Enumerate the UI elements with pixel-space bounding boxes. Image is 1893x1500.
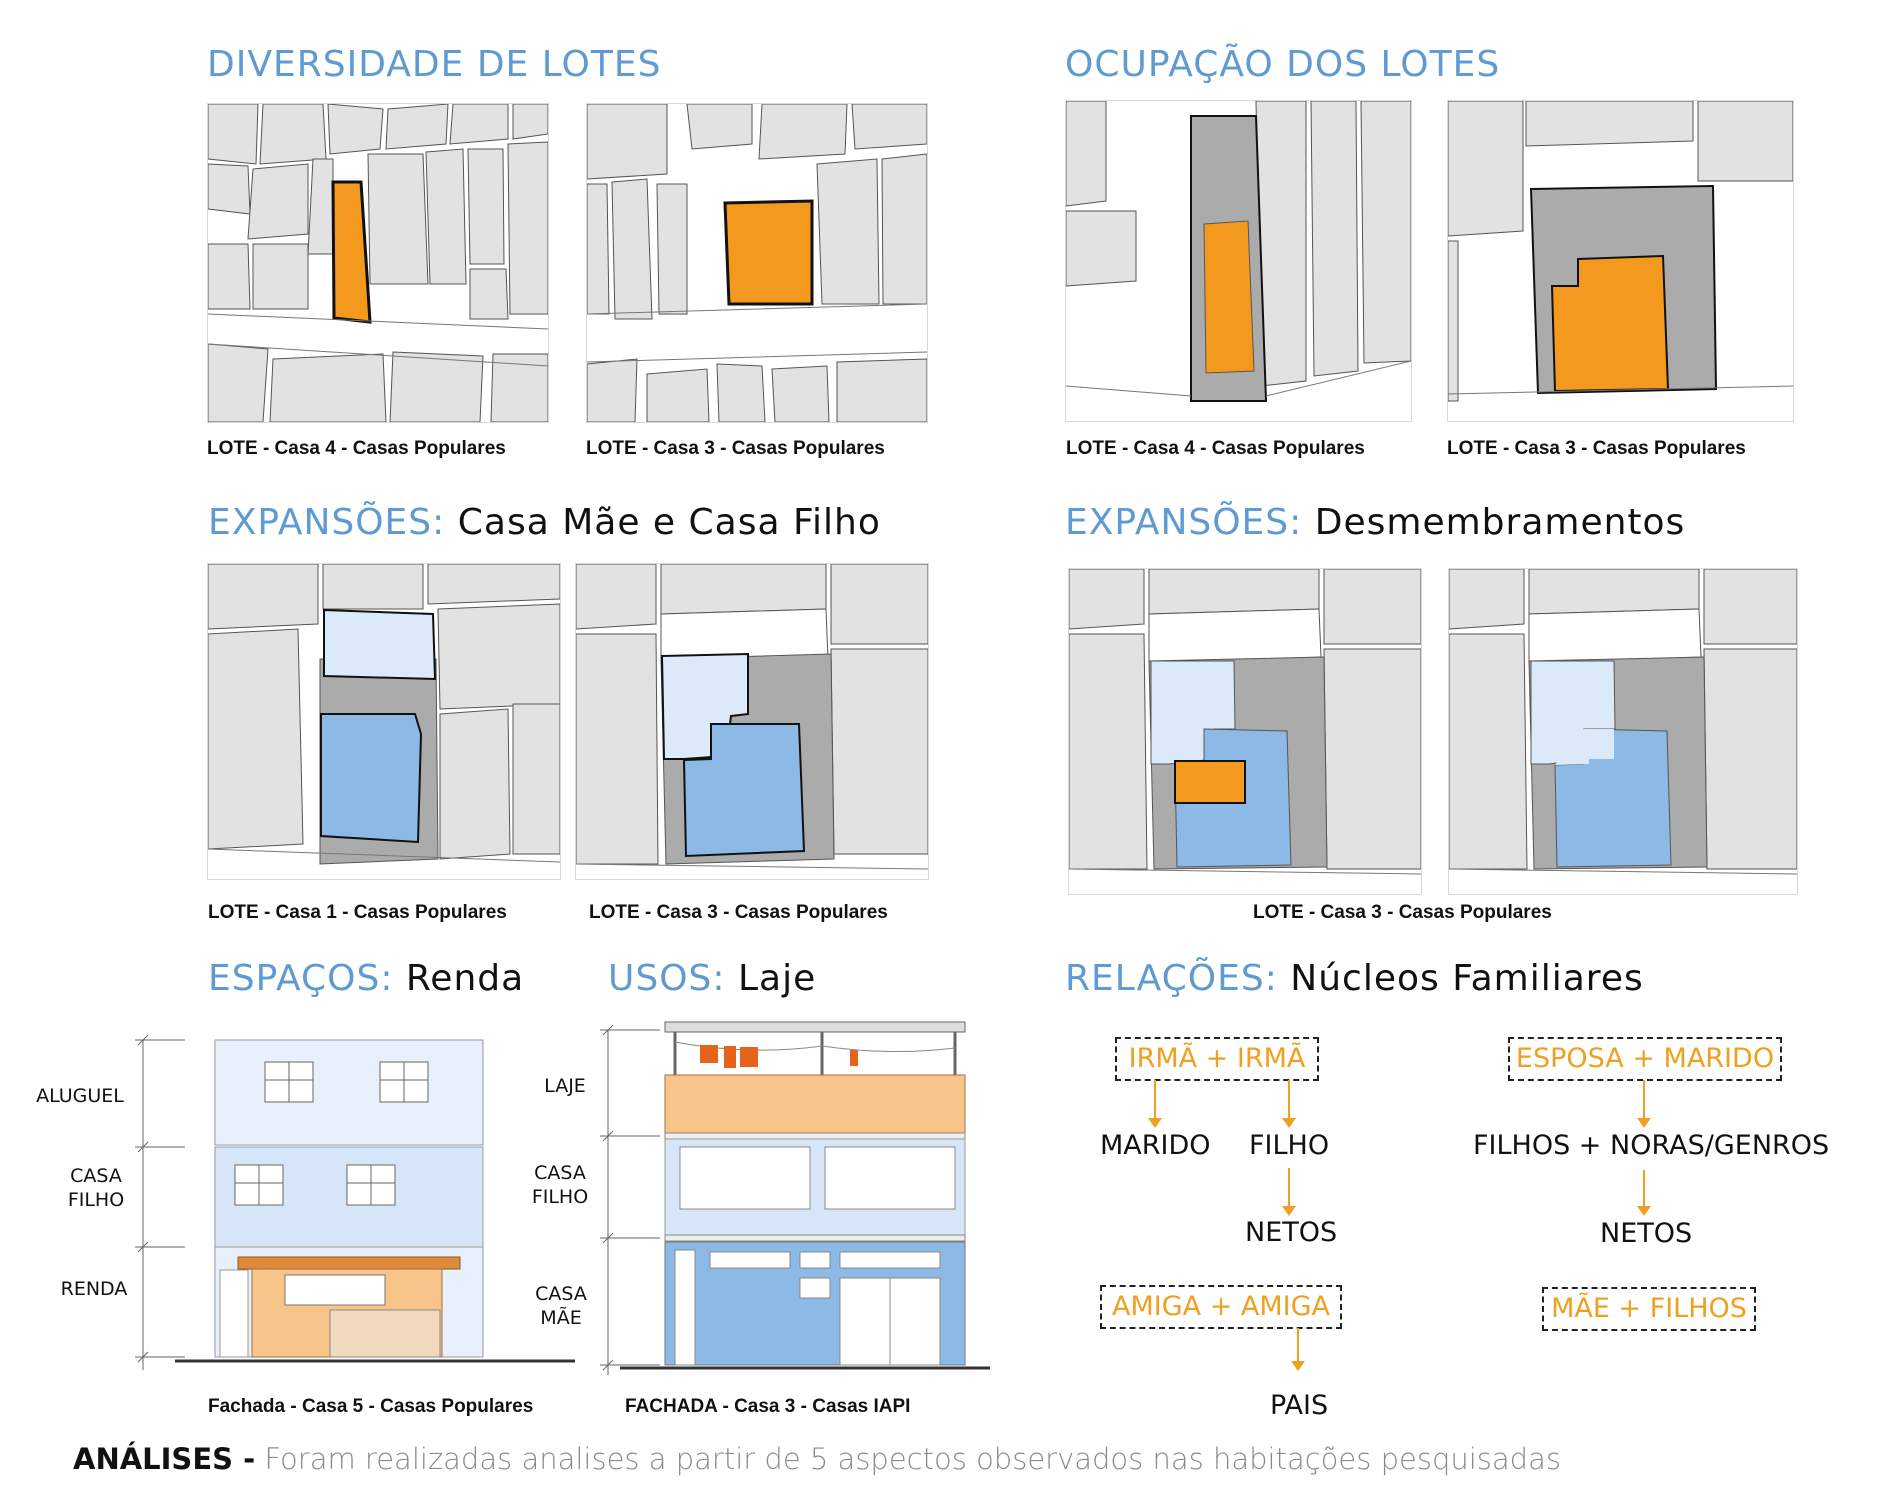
title-relacoes: RELAÇÕES: Núcleos Familiares [1065, 958, 1644, 999]
label-laje: LAJE [544, 1075, 586, 1097]
box-esposa-marido: ESPOSA + MARIDO [1508, 1037, 1782, 1081]
title-espacos: ESPAÇOS: Renda [208, 958, 525, 999]
caption-desmembramentos: LOTE - Casa 3 - Casas Populares [1253, 902, 1552, 923]
footer-analises: ANÁLISES - Foram realizadas analises a p… [73, 1442, 1561, 1476]
box-irma-irma: IRMÃ + IRMÃ [1115, 1037, 1319, 1081]
arrow-amiga-pais [1291, 1328, 1305, 1371]
text-marido: MARIDO [1100, 1130, 1211, 1161]
caption-div-1: LOTE - Casa 4 - Casas Populares [207, 438, 506, 459]
caption-div-2: LOTE - Casa 3 - Casas Populares [586, 438, 885, 459]
facade-renda [135, 1034, 585, 1375]
map-diversidade-casa-4 [207, 103, 549, 423]
arrow-esposa-filhos [1637, 1080, 1651, 1128]
map-expansoes-casa-3 [575, 563, 929, 880]
label-casa-mae-1: CASA [535, 1283, 587, 1305]
box-amiga-amiga: AMIGA + AMIGA [1100, 1285, 1342, 1329]
map-expansoes-casa-1 [207, 563, 561, 880]
arrow-irma-filho [1282, 1080, 1296, 1128]
box-mae-filhos: MÃE + FILHOS [1542, 1287, 1756, 1331]
caption-mae-2: LOTE - Casa 3 - Casas Populares [589, 902, 888, 923]
facade-laje [600, 1020, 995, 1380]
text-filho: FILHO [1249, 1130, 1330, 1161]
title-expansoes-mae: EXPANSÕES: Casa Mãe e Casa Filho [208, 502, 881, 543]
title-ocupacao: OCUPAÇÃO DOS LOTES [1065, 44, 1501, 85]
caption-fachada-1: Fachada - Casa 5 - Casas Populares [208, 1396, 534, 1417]
caption-fachada-2: FACHADA - Casa 3 - Casas IAPI [625, 1396, 911, 1417]
map-diversidade-casa-3 [586, 103, 928, 423]
map-desmembramentos-a [1068, 568, 1422, 895]
arrow-irma-marido [1148, 1080, 1162, 1128]
arrow-filhos-netos [1637, 1170, 1651, 1216]
text-netos-1: NETOS [1245, 1217, 1338, 1248]
arrow-filho-netos [1282, 1168, 1296, 1216]
map-desmembramentos-b [1448, 568, 1798, 895]
text-filhos-noras: FILHOS + NORAS/GENROS [1473, 1130, 1830, 1161]
map-ocupacao-casa-4 [1065, 100, 1412, 422]
label-casa: CASA [70, 1165, 122, 1187]
label-filho: FILHO [67, 1189, 125, 1211]
caption-mae-1: LOTE - Casa 1 - Casas Populares [208, 902, 507, 923]
caption-ocu-2: LOTE - Casa 3 - Casas Populares [1447, 438, 1746, 459]
text-pais: PAIS [1270, 1390, 1329, 1421]
label-casa-filho-2: FILHO [531, 1186, 589, 1208]
label-casa-mae-2: MÃE [540, 1307, 582, 1329]
title-expansoes-desmembramentos: EXPANSÕES: Desmembramentos [1065, 502, 1686, 543]
text-netos-2: NETOS [1600, 1218, 1693, 1249]
title-usos: USOS: Laje [608, 958, 817, 999]
label-aluguel: ALUGUEL [36, 1085, 124, 1107]
label-renda: RENDA [60, 1278, 128, 1300]
label-casa-filho-1: CASA [534, 1162, 586, 1184]
caption-ocu-1: LOTE - Casa 4 - Casas Populares [1066, 438, 1365, 459]
title-diversidade: DIVERSIDADE DE LOTES [207, 44, 662, 85]
map-ocupacao-casa-3 [1447, 100, 1794, 422]
